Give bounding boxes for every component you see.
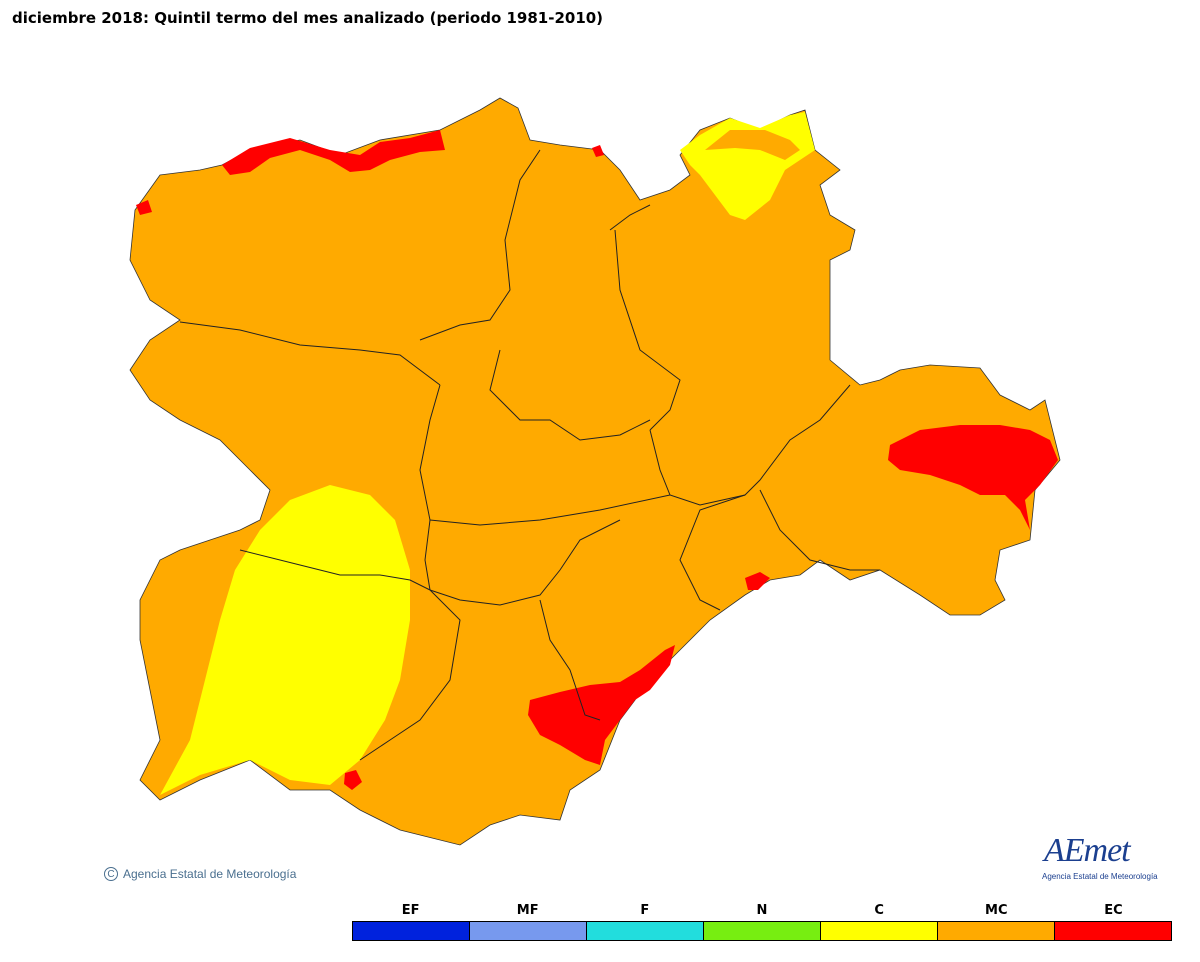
legend-label-mf: MF <box>516 903 539 918</box>
aemet-logo: AEmet Agencia Estatal de Meteorología <box>1040 832 1160 887</box>
legend-bar <box>352 921 1172 941</box>
area-ec-northwest <box>222 130 445 175</box>
logo-subtitle: Agencia Estatal de Meteorología <box>1042 872 1158 881</box>
legend-label-c: C <box>874 903 884 918</box>
legend-label-n: N <box>756 903 768 918</box>
area-ec-spot-2 <box>344 770 362 790</box>
copyright-notice: C Agencia Estatal de Meteorología <box>104 867 296 881</box>
legend-swatch-ec <box>1055 922 1171 940</box>
legend-label-mc: MC <box>985 903 1008 918</box>
copyright-icon: C <box>104 867 118 881</box>
legend-label-ec: EC <box>1104 903 1123 918</box>
area-ec-spot-1 <box>745 572 770 590</box>
area-ec-spot-4 <box>592 145 604 157</box>
map-title: diciembre 2018: Quintil termo del mes an… <box>12 9 604 27</box>
legend-labels: EF MF F N C MC EC <box>352 903 1172 921</box>
province-borders <box>179 149 880 761</box>
legend-swatch-mf <box>470 922 587 940</box>
legend-swatch-n <box>704 922 821 940</box>
color-legend: EF MF F N C MC EC <box>352 903 1172 941</box>
area-ec-spot-3 <box>136 200 152 215</box>
area-c-west <box>160 485 410 795</box>
legend-swatch-f <box>587 922 704 940</box>
area-ec-east <box>888 425 1058 530</box>
area-mc-north-inner <box>705 130 800 160</box>
copyright-text: Agencia Estatal de Meteorología <box>123 867 297 881</box>
area-ec-south <box>528 645 675 765</box>
legend-label-ef: EF <box>401 903 420 918</box>
legend-swatch-c <box>821 922 938 940</box>
logo-wordmark: AEmet <box>1044 832 1131 869</box>
legend-swatch-mc <box>938 922 1055 940</box>
legend-label-f: F <box>640 903 650 918</box>
legend-swatch-ef <box>353 922 470 940</box>
